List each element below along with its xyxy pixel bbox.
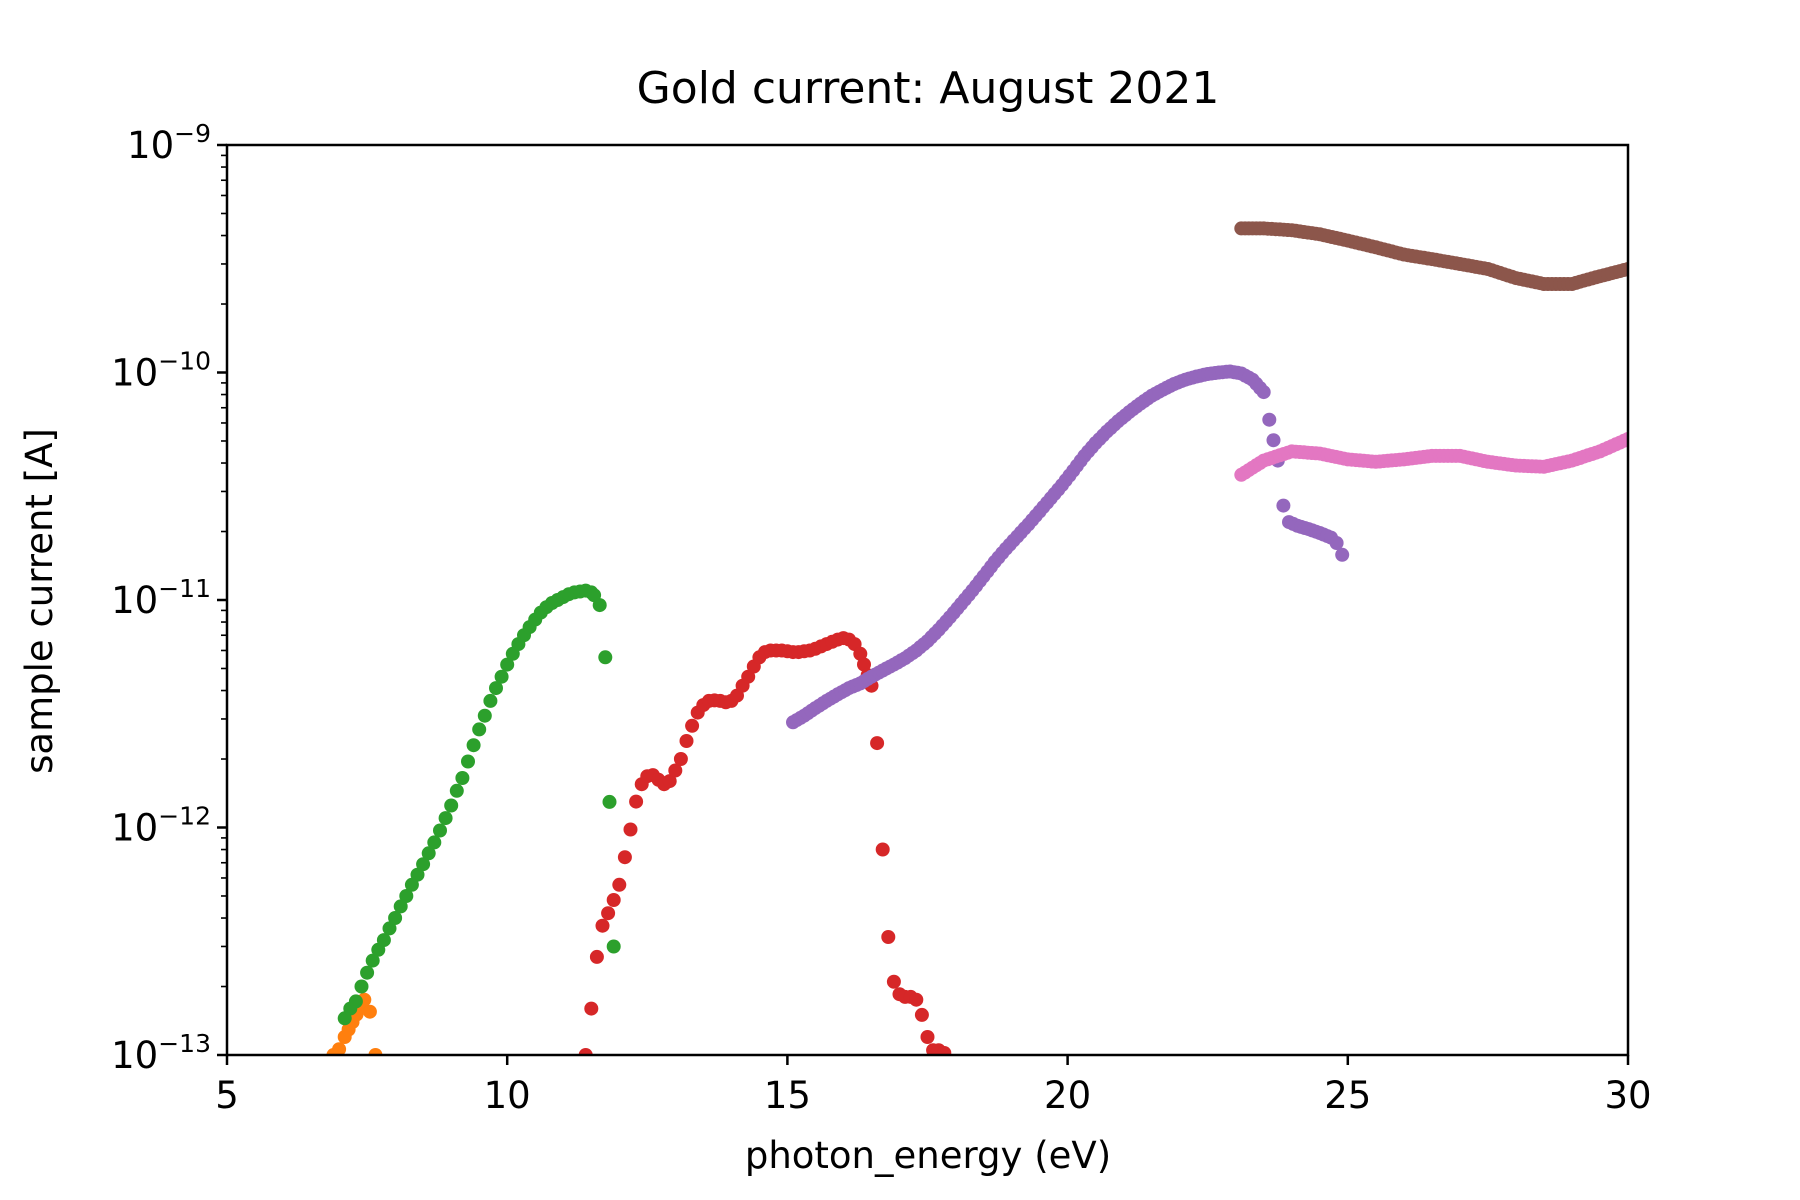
x-tick-label: 30 bbox=[1604, 1074, 1651, 1117]
data-point bbox=[1621, 432, 1628, 446]
data-point bbox=[886, 974, 901, 989]
data-point bbox=[393, 899, 408, 914]
data-point bbox=[662, 774, 677, 789]
y-tick-label: 10−9 bbox=[127, 119, 211, 167]
x-tick-label: 5 bbox=[215, 1074, 239, 1117]
series-6 bbox=[1234, 432, 1628, 482]
data-point bbox=[741, 669, 756, 684]
data-point bbox=[362, 1004, 377, 1019]
x-tick-label: 20 bbox=[1044, 1074, 1091, 1117]
data-point bbox=[668, 763, 683, 778]
data-point bbox=[1621, 262, 1628, 276]
data-point bbox=[595, 918, 610, 933]
data-point bbox=[623, 822, 638, 837]
data-point bbox=[421, 846, 436, 861]
data-point bbox=[332, 1042, 347, 1055]
data-point bbox=[1266, 433, 1281, 448]
data-point bbox=[433, 823, 447, 838]
data-point bbox=[399, 889, 414, 903]
series-3 bbox=[578, 631, 952, 1055]
data-point bbox=[870, 736, 885, 751]
data-point bbox=[589, 949, 604, 964]
data-point bbox=[881, 930, 896, 944]
data-point bbox=[857, 657, 871, 672]
x-tick-label: 15 bbox=[764, 1074, 811, 1117]
data-point bbox=[679, 734, 694, 748]
data-point bbox=[388, 911, 403, 925]
y-tick-label: 10−11 bbox=[111, 574, 211, 622]
data-point bbox=[461, 754, 475, 769]
data-point bbox=[348, 994, 363, 1009]
x-tick-label: 10 bbox=[484, 1074, 531, 1117]
data-point bbox=[444, 798, 459, 813]
data-point bbox=[376, 933, 391, 948]
data-point bbox=[438, 811, 453, 826]
data-point bbox=[466, 738, 481, 753]
y-tick-label: 10−13 bbox=[111, 1029, 211, 1077]
data-point bbox=[365, 953, 380, 968]
data-point bbox=[1256, 385, 1271, 400]
data-point bbox=[606, 939, 621, 954]
data-point bbox=[483, 693, 498, 708]
data-point bbox=[360, 965, 375, 980]
data-point bbox=[354, 979, 369, 994]
data-point bbox=[685, 718, 700, 733]
data-point bbox=[592, 598, 607, 613]
data-point bbox=[494, 669, 509, 684]
data-point bbox=[368, 1048, 383, 1055]
y-axis-label: sample current [A] bbox=[18, 428, 61, 774]
data-point bbox=[584, 1001, 599, 1016]
data-point bbox=[606, 893, 621, 907]
data-point bbox=[629, 794, 644, 809]
data-point bbox=[477, 708, 492, 723]
data-point bbox=[909, 992, 924, 1007]
series-4 bbox=[786, 364, 1350, 730]
data-point bbox=[427, 835, 442, 850]
data-point bbox=[875, 842, 890, 857]
x-tick-label: 25 bbox=[1324, 1074, 1371, 1117]
series-2 bbox=[337, 583, 621, 1026]
data-point bbox=[1276, 498, 1291, 513]
x-axis-label: photon_energy (eV) bbox=[745, 1134, 1111, 1177]
data-point bbox=[410, 867, 425, 882]
data-point bbox=[1329, 536, 1344, 550]
data-point bbox=[914, 1007, 929, 1022]
series-5 bbox=[1234, 221, 1628, 291]
data-point bbox=[853, 646, 868, 661]
data-point bbox=[612, 877, 627, 892]
data-point bbox=[673, 752, 688, 766]
data-point bbox=[416, 857, 431, 872]
data-point bbox=[937, 1046, 952, 1055]
x-axis: 5 10 15 20 25 30 bbox=[215, 1055, 1652, 1117]
data-point bbox=[449, 783, 464, 798]
plot-points bbox=[326, 221, 1628, 1055]
data-point bbox=[1335, 547, 1350, 562]
data-point bbox=[489, 681, 503, 696]
data-point bbox=[382, 921, 397, 936]
y-axis: 10−13 10−12 10−11 10−10 10−9 bbox=[111, 119, 227, 1077]
data-point bbox=[500, 657, 515, 672]
data-point bbox=[578, 1048, 593, 1055]
data-point bbox=[602, 794, 617, 809]
chart-title: Gold current: August 2021 bbox=[637, 63, 1220, 114]
y-tick-label: 10−12 bbox=[111, 802, 211, 850]
data-point bbox=[598, 650, 613, 665]
data-point bbox=[455, 771, 470, 785]
data-point bbox=[601, 906, 616, 921]
data-point bbox=[617, 850, 632, 865]
data-point bbox=[1262, 412, 1277, 427]
data-point bbox=[472, 722, 487, 737]
data-point bbox=[920, 1030, 935, 1044]
y-tick-label: 10−10 bbox=[111, 347, 211, 395]
